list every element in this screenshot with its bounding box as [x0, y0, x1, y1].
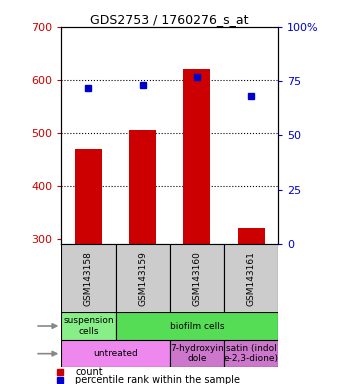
Bar	[129, 130, 156, 244]
Bar	[170, 340, 224, 367]
Bar	[116, 312, 278, 340]
Bar	[61, 312, 116, 340]
Bar	[75, 149, 102, 244]
Text: GSM143158: GSM143158	[84, 251, 93, 306]
Text: satin (indol
e-2,3-dione): satin (indol e-2,3-dione)	[224, 344, 279, 363]
Text: 7-hydroxyin
dole: 7-hydroxyin dole	[170, 344, 224, 363]
Text: suspension
cells: suspension cells	[63, 316, 114, 336]
Text: GSM143160: GSM143160	[193, 251, 201, 306]
Bar	[116, 244, 170, 313]
Bar	[224, 340, 278, 367]
Bar	[183, 69, 210, 244]
Bar	[224, 244, 278, 313]
Bar	[61, 340, 170, 367]
Text: percentile rank within the sample: percentile rank within the sample	[75, 376, 240, 384]
Text: count: count	[75, 366, 103, 376]
Text: biofilm cells: biofilm cells	[170, 321, 224, 331]
Text: GSM143161: GSM143161	[247, 251, 256, 306]
Title: GDS2753 / 1760276_s_at: GDS2753 / 1760276_s_at	[91, 13, 249, 26]
Text: untreated: untreated	[93, 349, 138, 358]
Text: GSM143159: GSM143159	[138, 251, 147, 306]
Bar	[170, 244, 224, 313]
Bar	[238, 228, 265, 244]
Bar	[61, 244, 116, 313]
